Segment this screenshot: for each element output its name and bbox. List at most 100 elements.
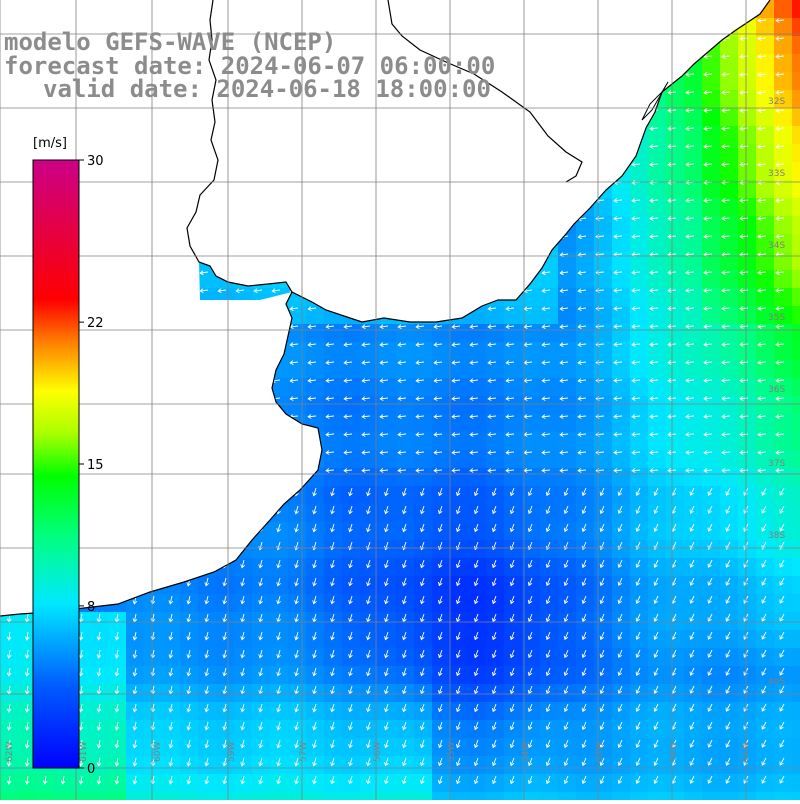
field-cell [324, 540, 343, 559]
field-cell [342, 594, 361, 613]
field-cell [396, 486, 415, 505]
field-cell [252, 720, 271, 739]
field-cell [234, 774, 253, 793]
longitude-label: 57W [299, 742, 309, 762]
field-cell [288, 702, 307, 721]
field-cell [288, 684, 307, 703]
field-cell [396, 594, 415, 613]
field-cell [252, 702, 271, 721]
longitude-label: 51W [741, 742, 751, 762]
field-cell [252, 684, 271, 703]
field-cell [252, 756, 271, 775]
field-cell [252, 648, 271, 667]
field-cell [252, 558, 271, 577]
field-cell [468, 792, 487, 800]
field-cell [234, 666, 253, 685]
field-cell [324, 774, 343, 793]
field-cell [270, 648, 289, 667]
field-cell [270, 558, 289, 577]
field-cell [414, 720, 433, 739]
field-cell [324, 666, 343, 685]
field-cell [378, 774, 397, 793]
field-cell [288, 792, 307, 800]
field-cell [630, 792, 649, 800]
field-cell [414, 558, 433, 577]
field-cell [396, 576, 415, 595]
field-cell [252, 666, 271, 685]
field-cell [306, 774, 325, 793]
field-cell [414, 774, 433, 793]
field-cell [108, 792, 127, 800]
field-cell [774, 792, 793, 800]
field-cell [252, 594, 271, 613]
field-cell [396, 612, 415, 631]
field-cell [288, 594, 307, 613]
field-cell [324, 630, 343, 649]
field-cell [270, 684, 289, 703]
field-cell [252, 738, 271, 757]
field-cell [324, 612, 343, 631]
field-cell [792, 684, 800, 703]
field-cell [378, 666, 397, 685]
field-cell [288, 540, 307, 559]
field-cell [396, 630, 415, 649]
latitude-label: 34S [768, 241, 785, 251]
field-cell [792, 36, 800, 55]
field-cell [342, 702, 361, 721]
field-cell [414, 648, 433, 667]
field-cell [414, 504, 433, 523]
field-cell [306, 612, 325, 631]
field-cell [792, 162, 800, 181]
field-cell [414, 486, 433, 505]
field-cell [378, 612, 397, 631]
field-cell [720, 792, 739, 800]
field-cell [324, 576, 343, 595]
longitude-label: 56W [373, 742, 383, 762]
field-cell [702, 792, 721, 800]
field-cell [414, 702, 433, 721]
field-cell [162, 792, 181, 800]
longitude-label: 54W [521, 742, 531, 762]
field-cell [414, 540, 433, 559]
field-cell [288, 576, 307, 595]
field-cell [792, 0, 800, 19]
field-cell [792, 468, 800, 487]
field-cell [792, 108, 800, 127]
longitude-label: 59W [227, 742, 237, 762]
latitude-label: 37S [768, 459, 785, 469]
field-cell [792, 216, 800, 235]
colorbar-tick-label: 22 [87, 316, 104, 331]
field-cell [792, 720, 800, 739]
field-cell [36, 792, 55, 800]
field-cell [792, 198, 800, 217]
longitude-label: 60W [153, 742, 163, 762]
field-cell [792, 72, 800, 91]
field-cell [252, 576, 271, 595]
field-cell [414, 738, 433, 757]
field-cell [324, 720, 343, 739]
field-cell [792, 342, 800, 361]
field-cell [72, 792, 91, 800]
field-cell [288, 504, 307, 523]
field-cell [792, 432, 800, 451]
field-cell [396, 684, 415, 703]
field-cell [342, 756, 361, 775]
field-cell [324, 738, 343, 757]
longitude-label: 55W [447, 742, 457, 762]
latitude-label: 35S [768, 313, 785, 323]
field-cell [324, 702, 343, 721]
field-cell [792, 306, 800, 325]
field-cell [648, 792, 667, 800]
field-cell [792, 54, 800, 73]
field-cell [792, 504, 800, 523]
field-cell [324, 648, 343, 667]
field-cell [288, 666, 307, 685]
field-cell [252, 774, 271, 793]
field-cell [234, 684, 253, 703]
field-cell [396, 558, 415, 577]
field-cell [216, 792, 235, 800]
field-cell [270, 774, 289, 793]
field-cell [792, 666, 800, 685]
field-cell [792, 288, 800, 307]
